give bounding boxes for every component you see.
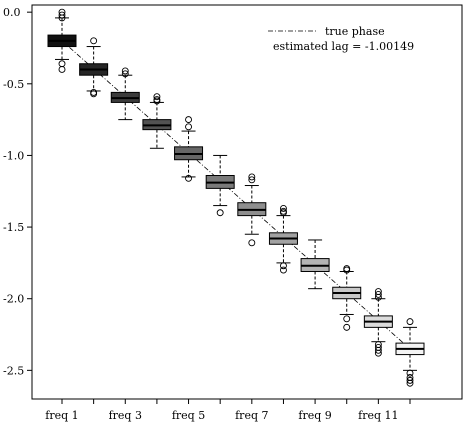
outlier-point <box>406 318 414 326</box>
box-10 <box>332 265 362 331</box>
outlier-point <box>343 323 351 331</box>
plot-frame <box>31 4 463 400</box>
outlier-point <box>374 293 382 301</box>
outlier-point <box>280 209 287 217</box>
box-2 <box>79 37 109 98</box>
box-5 <box>174 116 204 182</box>
box-8 <box>268 204 298 274</box>
outlier-point <box>121 70 129 78</box>
outlier-point <box>280 204 287 212</box>
outlier-point <box>374 349 382 357</box>
outlier-point <box>248 239 256 247</box>
outlier-point <box>90 90 98 98</box>
box-7 <box>237 173 267 247</box>
box-9 <box>300 239 330 290</box>
outlier-point <box>248 176 256 184</box>
x-tick-label: freq 11 <box>358 409 398 422</box>
box-3 <box>110 67 140 121</box>
box-12 <box>395 318 425 387</box>
outlier-point <box>374 346 382 354</box>
outlier-point <box>58 60 66 68</box>
y-tick-label: -0.5 <box>3 78 24 91</box>
x-tick-label: freq 7 <box>235 409 268 422</box>
x-tick-label: freq 5 <box>172 409 205 422</box>
boxes <box>47 8 425 387</box>
box-6 <box>205 154 235 217</box>
outlier-point <box>343 265 351 273</box>
box-4 <box>142 93 172 149</box>
outlier-point <box>406 369 414 377</box>
outlier-point <box>90 37 98 45</box>
y-tick-label: -1.5 <box>3 221 24 234</box>
outlier-point <box>248 173 256 181</box>
outlier-point <box>280 262 287 270</box>
outlier-point <box>185 123 192 131</box>
outlier-point <box>343 315 351 323</box>
outlier-point <box>406 376 414 384</box>
outlier-point <box>406 379 414 387</box>
box-11 <box>363 288 393 357</box>
axes: 0.0 -0.5 -1.0 -1.5 -2.0 -2.5 freq 1 freq 3 freq … <box>3 4 463 422</box>
outlier-point <box>58 14 66 22</box>
y-tick-label: -2.5 <box>3 364 24 377</box>
x-tick-label: freq 3 <box>109 409 142 422</box>
outlier-point <box>121 67 129 75</box>
box-1 <box>47 8 77 73</box>
legend: true phase estimated lag = -1.00149 <box>268 25 414 53</box>
outlier-point <box>153 93 161 101</box>
legend-label-true-phase: true phase <box>325 25 385 38</box>
outlier-point <box>216 209 224 217</box>
y-tick-label: -1.0 <box>3 149 24 162</box>
y-tick-label: -2.0 <box>3 293 24 306</box>
outlier-point <box>374 290 382 298</box>
outlier-point <box>280 266 287 274</box>
outlier-point <box>153 97 161 105</box>
x-tick-label: freq 9 <box>298 409 331 422</box>
outlier-point <box>185 116 192 124</box>
outlier-point <box>58 11 66 19</box>
true-phase-line-group <box>61 40 411 350</box>
legend-estimated-lag: estimated lag = -1.00149 <box>273 40 414 53</box>
outlier-point <box>185 174 192 182</box>
y-tick-label: 0.0 <box>3 6 21 19</box>
true-phase-line <box>61 40 411 350</box>
outlier-point <box>343 266 351 274</box>
x-tick-label: freq 1 <box>45 409 78 422</box>
outlier-point <box>58 66 66 73</box>
